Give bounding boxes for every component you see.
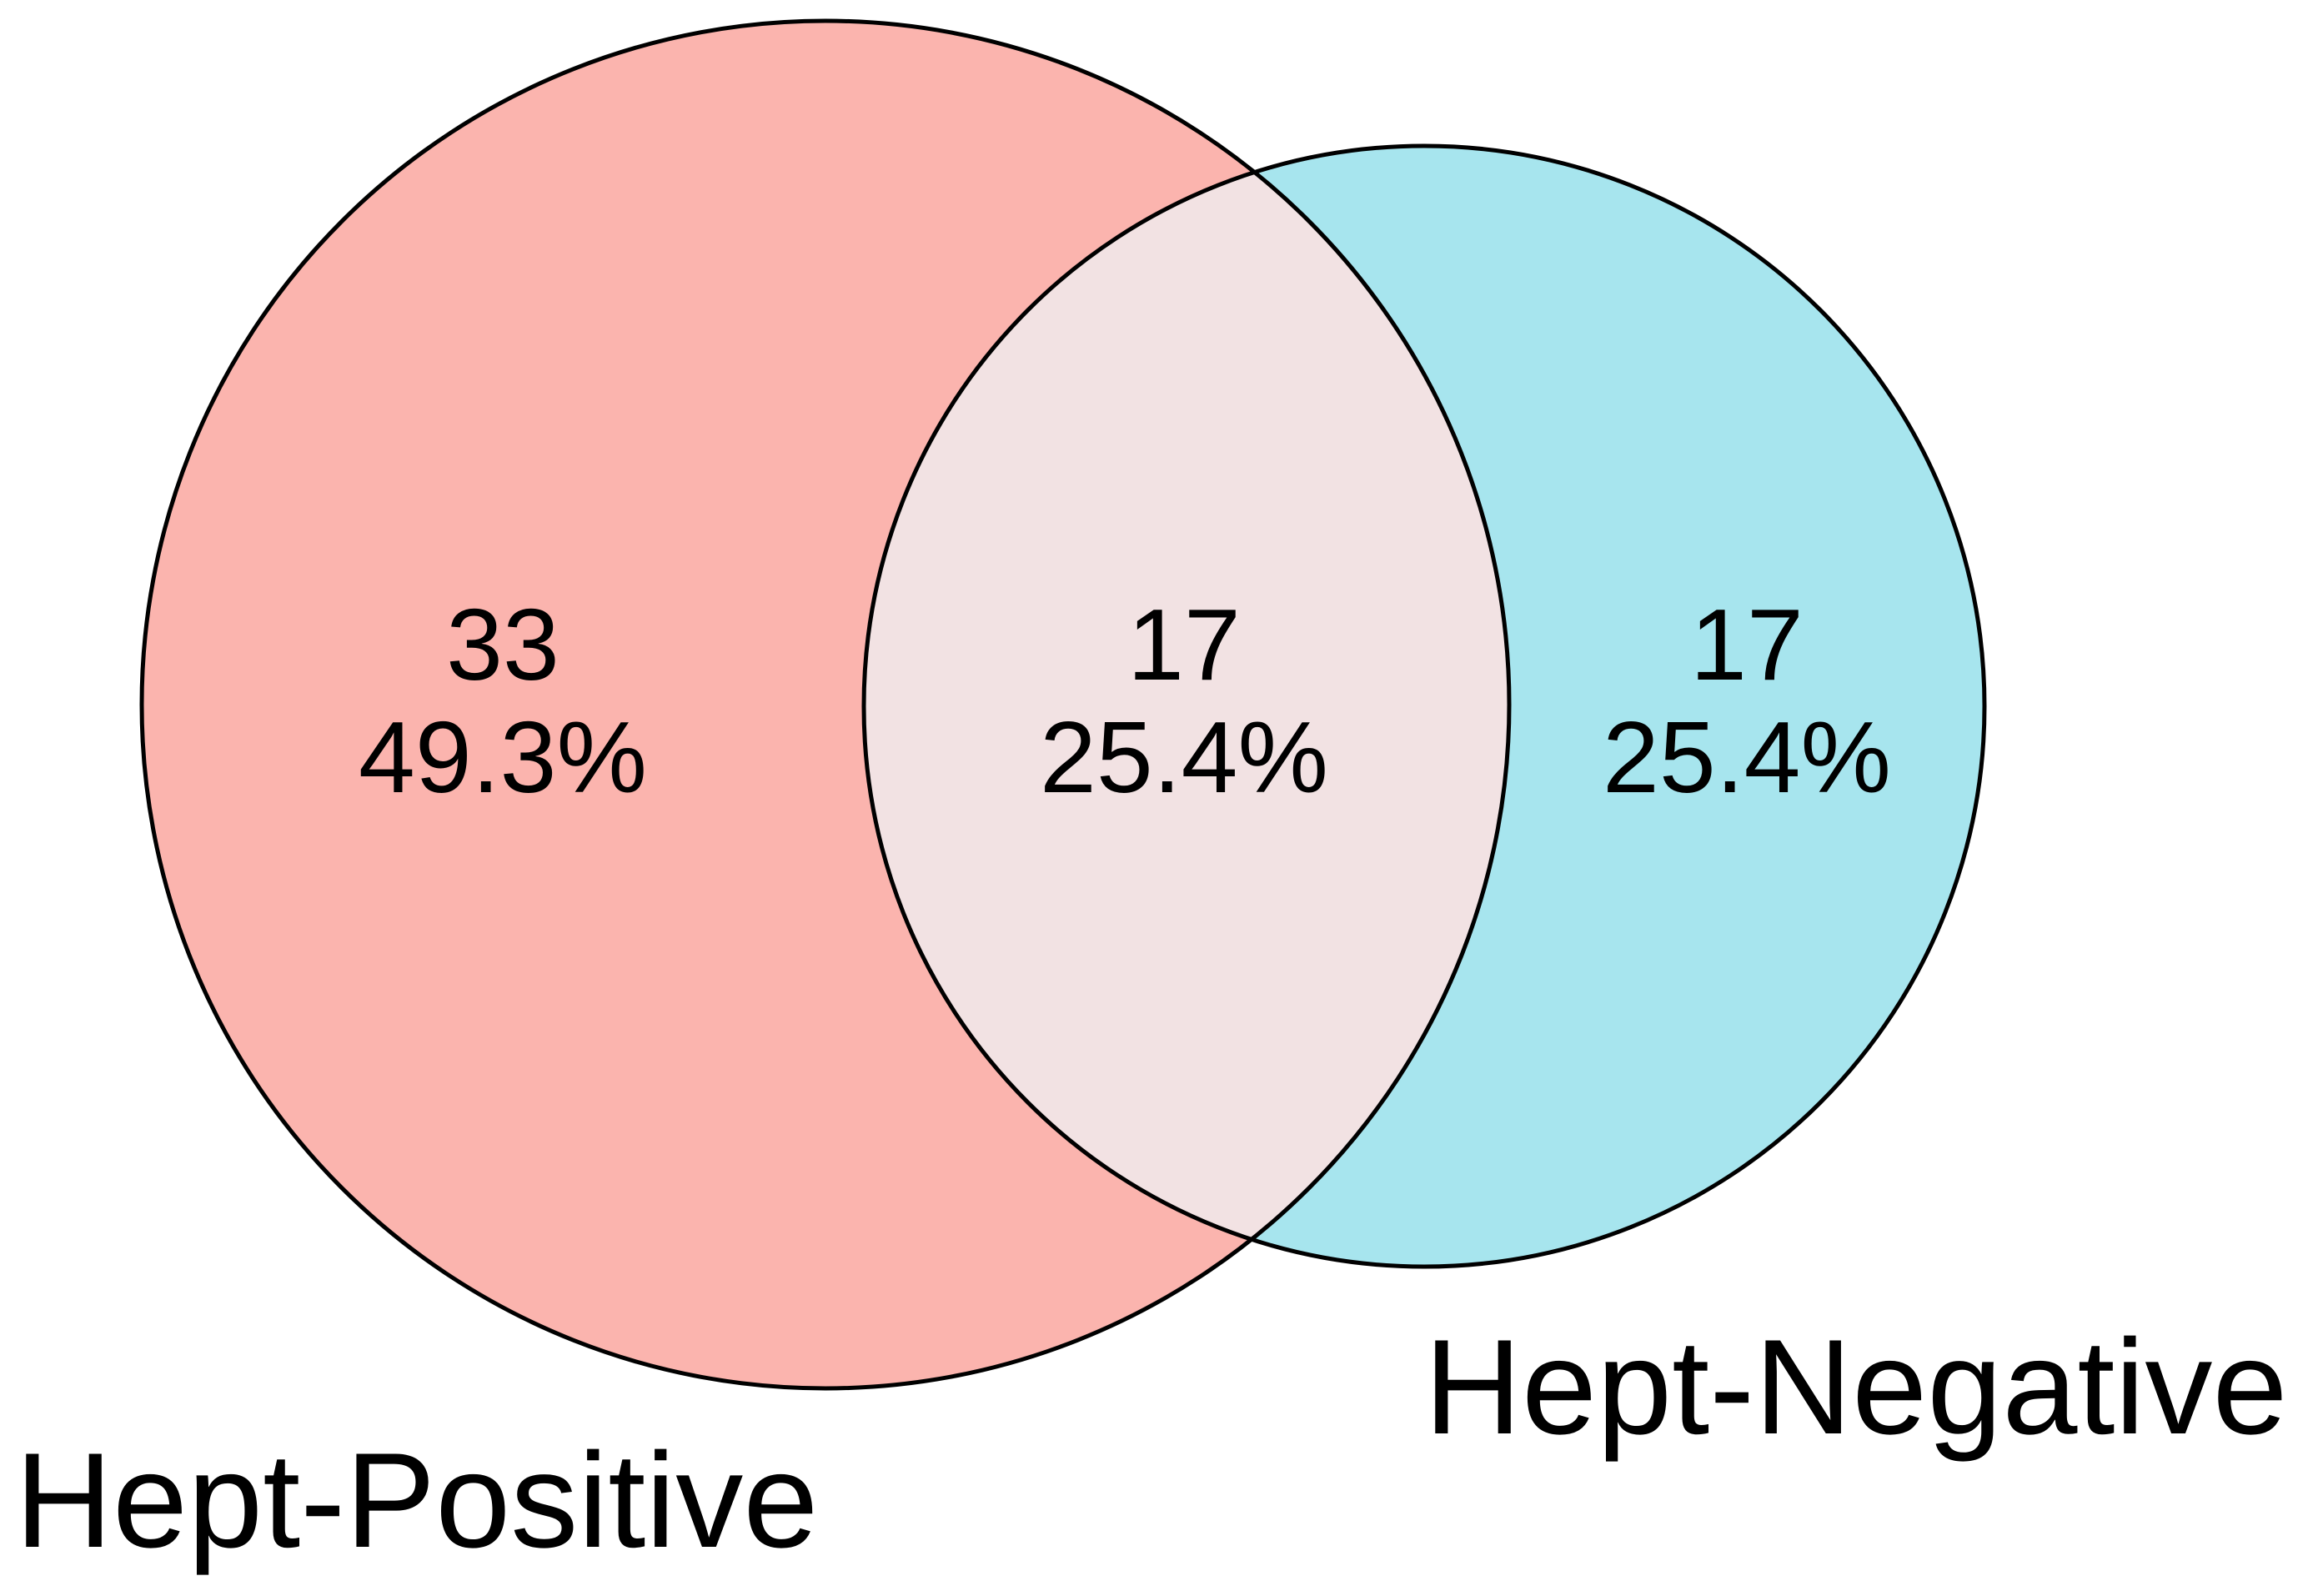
positive-only-count: 33 bbox=[446, 588, 559, 701]
intersection-region bbox=[864, 146, 1509, 1267]
hept-negative-outline bbox=[861, 143, 1987, 1269]
hept-negative-label: Hept-Negative bbox=[1424, 1312, 2288, 1463]
hept-positive-label: Hept-Positive bbox=[15, 1425, 818, 1576]
negative-only-percent: 25.4% bbox=[1603, 700, 1891, 814]
negative-only-count: 17 bbox=[1690, 588, 1804, 701]
intersection-percent: 25.4% bbox=[1040, 700, 1328, 814]
intersection-count: 17 bbox=[1127, 588, 1241, 701]
hept-positive-outline bbox=[139, 18, 1512, 1391]
positive-only-percent: 49.3% bbox=[359, 700, 647, 814]
